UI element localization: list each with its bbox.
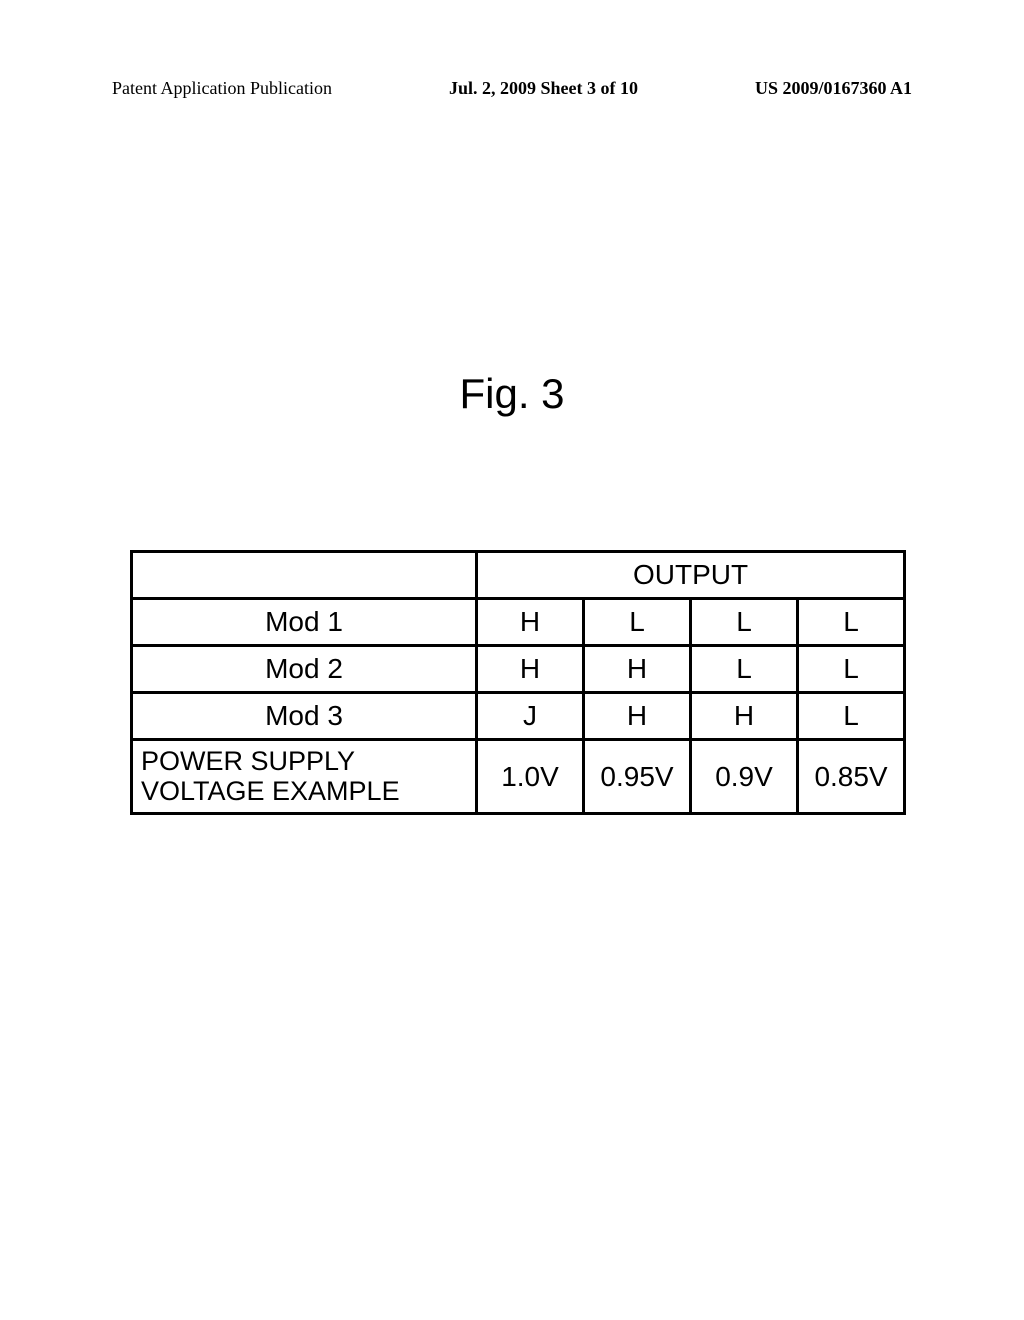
table-row: Mod 1 H L L L <box>132 599 905 646</box>
table-cell: 1.0V <box>477 740 584 814</box>
table-header-row: OUTPUT <box>132 552 905 599</box>
table-cell: L <box>798 599 905 646</box>
table-row: Mod 2 H H L L <box>132 646 905 693</box>
page-header: Patent Application Publication Jul. 2, 2… <box>112 78 912 99</box>
table-cell: L <box>691 646 798 693</box>
header-empty-cell <box>132 552 477 599</box>
table-cell: L <box>798 646 905 693</box>
row-label: Mod 2 <box>132 646 477 693</box>
table-cell: 0.9V <box>691 740 798 814</box>
header-patent-number: US 2009/0167360 A1 <box>755 78 912 99</box>
table-cell: H <box>584 693 691 740</box>
table-cell: L <box>798 693 905 740</box>
header-sheet-info: Jul. 2, 2009 Sheet 3 of 10 <box>449 78 638 99</box>
table-cell: L <box>584 599 691 646</box>
table-cell: 0.85V <box>798 740 905 814</box>
table-cell: H <box>584 646 691 693</box>
power-label-line1: POWER SUPPLY <box>141 746 355 776</box>
table-cell: 0.95V <box>584 740 691 814</box>
voltage-table-element: OUTPUT Mod 1 H L L L Mod 2 H H L L Mod 3… <box>130 550 906 815</box>
header-publication: Patent Application Publication <box>112 78 332 99</box>
voltage-table: OUTPUT Mod 1 H L L L Mod 2 H H L L Mod 3… <box>130 550 905 815</box>
table-cell: H <box>691 693 798 740</box>
power-label-line2: VOLTAGE EXAMPLE <box>141 776 400 806</box>
table-cell: H <box>477 599 584 646</box>
table-cell: H <box>477 646 584 693</box>
figure-title: Fig. 3 <box>0 370 1024 418</box>
power-supply-row: POWER SUPPLY VOLTAGE EXAMPLE 1.0V 0.95V … <box>132 740 905 814</box>
output-header-cell: OUTPUT <box>477 552 905 599</box>
row-label: Mod 3 <box>132 693 477 740</box>
power-supply-label: POWER SUPPLY VOLTAGE EXAMPLE <box>132 740 477 814</box>
table-cell: J <box>477 693 584 740</box>
row-label: Mod 1 <box>132 599 477 646</box>
table-cell: L <box>691 599 798 646</box>
table-row: Mod 3 J H H L <box>132 693 905 740</box>
